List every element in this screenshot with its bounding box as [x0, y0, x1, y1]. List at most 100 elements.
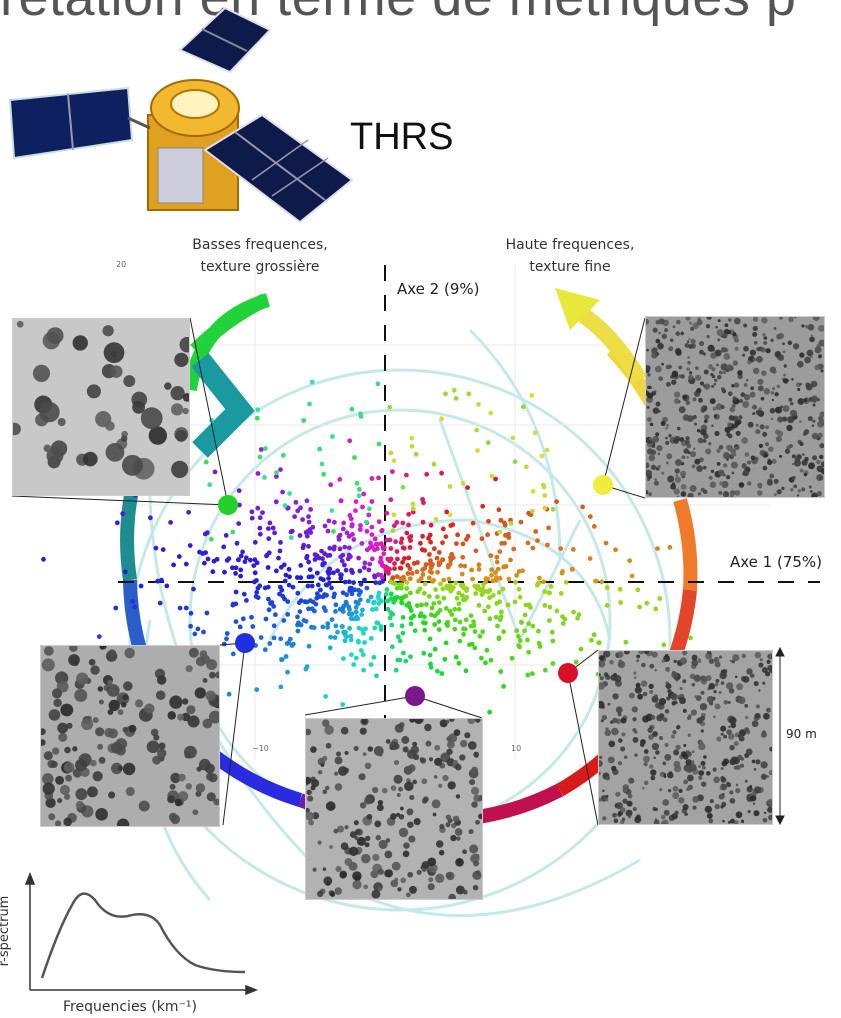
scatter-point — [340, 624, 345, 629]
scatter-point — [349, 523, 355, 529]
scatter-point — [362, 565, 367, 570]
scatter-point — [287, 636, 293, 642]
scatter-point — [578, 646, 584, 652]
scatter-point — [368, 662, 374, 667]
scatter-point — [388, 596, 394, 601]
scatter-point — [327, 545, 333, 551]
scatter-point — [342, 544, 348, 550]
scatter-point — [420, 533, 425, 539]
scatter-point — [440, 526, 446, 532]
scatter-point — [453, 396, 459, 401]
scatter-point — [360, 627, 365, 633]
scatter-point — [249, 509, 255, 515]
scatter-point — [488, 657, 494, 663]
scatter-point — [202, 560, 207, 566]
scatter-point — [346, 579, 352, 585]
scatter-point — [399, 536, 405, 542]
scatter-point — [281, 618, 287, 623]
scatter-point — [358, 581, 364, 587]
scatter-point — [468, 623, 474, 629]
scatter-point — [279, 657, 284, 662]
connector-lines — [11, 317, 646, 826]
scatter-point — [340, 605, 346, 611]
scatter-point — [353, 599, 359, 605]
scatter-point — [273, 499, 279, 505]
scatter-point — [292, 514, 297, 519]
scatter-point — [409, 443, 415, 449]
low-frequency-label: Basses frequences, texture grossière — [160, 234, 360, 278]
scatter-point — [349, 569, 355, 574]
scatter-point — [234, 540, 240, 546]
scatter-point — [479, 655, 484, 661]
scatter-point — [501, 629, 506, 635]
scatter-point — [495, 623, 500, 629]
scatter-point — [266, 550, 272, 556]
scatter-point — [526, 621, 532, 627]
scatter-point — [542, 603, 548, 608]
scatter-point — [358, 648, 364, 653]
scatter-point — [435, 668, 440, 674]
scatter-point — [368, 594, 374, 600]
scatter-point — [435, 569, 440, 575]
scatter-point — [324, 592, 329, 598]
scatter-point — [361, 491, 367, 497]
scatter-point — [374, 620, 380, 626]
scatter-point — [542, 667, 548, 673]
scatter-point — [307, 401, 312, 407]
scatter-point — [560, 614, 565, 619]
scatter-point — [168, 520, 174, 525]
scatter-point — [441, 595, 447, 601]
scatter-point — [530, 671, 535, 677]
scatter-point — [449, 612, 455, 617]
scatter-point — [483, 660, 488, 666]
scatter-point — [177, 605, 183, 611]
scatter-point — [306, 574, 312, 580]
tick-y-20: 20 — [116, 260, 127, 269]
scatter-point — [305, 583, 311, 589]
scatter-point — [418, 611, 424, 617]
scatter-point — [341, 656, 346, 661]
scatter-point — [266, 526, 271, 531]
yellow-arrow — [555, 288, 647, 385]
scatter-point — [364, 585, 370, 591]
scatter-point — [333, 609, 338, 614]
scatter-point — [221, 544, 227, 550]
scatter-point — [306, 606, 311, 612]
scatter-point — [327, 645, 333, 651]
scatter-point — [413, 451, 419, 457]
scatter-point — [188, 623, 194, 629]
scatter-point — [550, 661, 556, 666]
scatter-point — [440, 586, 446, 592]
scatter-point — [342, 562, 347, 568]
scatter-point — [526, 510, 531, 516]
scatter-point — [211, 558, 217, 564]
scatter-point — [432, 646, 438, 652]
scatter-point — [635, 587, 641, 593]
scatter-point — [407, 566, 413, 572]
scatter-point — [484, 647, 490, 653]
scatter-point — [255, 407, 261, 413]
scatter-point — [286, 582, 292, 588]
scatter-point — [353, 655, 359, 661]
scatter-point — [404, 472, 409, 478]
scatter-point — [490, 593, 496, 598]
scatter-point — [301, 418, 307, 423]
scatter-point — [372, 625, 378, 631]
scatter-point — [309, 583, 315, 589]
scatter-point — [441, 577, 447, 583]
scatter-point — [496, 590, 502, 595]
scatter-point — [516, 634, 521, 639]
scatter-point — [575, 615, 580, 621]
scatter-point — [498, 517, 504, 523]
scatter-point — [541, 579, 546, 585]
scatter-point — [318, 587, 323, 593]
scatter-point — [325, 528, 331, 534]
scatter-point — [444, 583, 450, 589]
scatter-point — [427, 652, 433, 658]
scatter-point — [286, 640, 291, 646]
scatter-point — [388, 579, 393, 585]
scatter-point — [453, 654, 459, 660]
scatter-point — [480, 629, 486, 635]
scatter-point — [456, 606, 462, 612]
scatter-point — [338, 576, 344, 581]
